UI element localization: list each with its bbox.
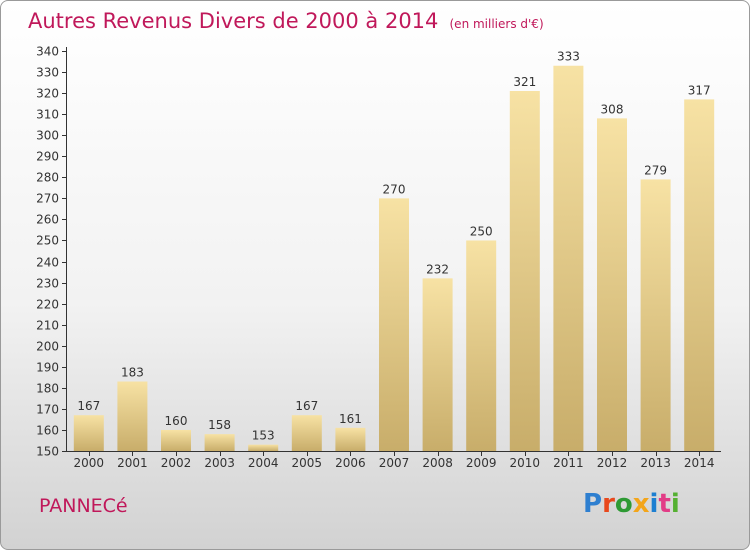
x-axis: 2000 2001 2002 2003 2004 2005 2006 2007 2008 2009… xyxy=(66,451,721,470)
bar-2000 xyxy=(73,415,104,451)
proxiti-logo[interactable]: Proxiti xyxy=(583,489,680,519)
y-tick-label: 240 xyxy=(36,256,59,270)
bar-2009 xyxy=(466,240,497,451)
y-tick-label: 320 xyxy=(36,87,59,101)
data-label: 167 xyxy=(295,399,318,413)
chart-subtitle: (en milliers d'€) xyxy=(449,17,544,31)
chart-title: Autres Revenus Divers de 2000 à 2014 xyxy=(28,9,439,33)
y-tick-label: 310 xyxy=(36,108,59,122)
y-tick-label: 170 xyxy=(36,403,59,417)
data-label: 158 xyxy=(208,418,231,432)
data-label: 232 xyxy=(426,262,449,276)
bar-2011 xyxy=(553,65,584,451)
bar-2012 xyxy=(597,118,627,452)
logo-letter: t xyxy=(658,489,671,519)
bar-2001 xyxy=(117,381,148,451)
y-tick-label: 200 xyxy=(36,340,59,354)
bar-2014 xyxy=(684,99,715,451)
x-tick-label: 2010 xyxy=(510,456,541,470)
data-labels: 167 183 160 158 153 167 161 270 232 250 321 333 308 2… xyxy=(77,50,710,443)
x-tick-label: 2003 xyxy=(204,456,235,470)
y-tick-label: 340 xyxy=(36,45,59,59)
x-tick-label: 2008 xyxy=(422,456,453,470)
bar-2010 xyxy=(509,91,540,451)
data-label: 308 xyxy=(601,102,624,116)
logo-letter: r xyxy=(602,489,615,519)
data-label: 167 xyxy=(77,399,100,413)
data-label: 161 xyxy=(339,412,362,426)
bar-2006 xyxy=(335,427,366,451)
y-tick-label: 220 xyxy=(36,298,59,312)
logo-letter: i xyxy=(649,489,659,519)
y-tick-label: 280 xyxy=(36,171,59,185)
bar-2002 xyxy=(161,429,191,451)
y-tick-label: 270 xyxy=(36,192,59,206)
data-label: 270 xyxy=(383,182,406,196)
y-tick-label: 160 xyxy=(36,424,59,438)
bar-2007 xyxy=(379,198,409,451)
logo-letter: o xyxy=(614,489,633,519)
data-label: 250 xyxy=(470,224,493,238)
y-tick-label: 230 xyxy=(36,277,59,291)
x-tick-label: 2011 xyxy=(553,456,584,470)
x-tick-label: 2012 xyxy=(597,456,628,470)
y-tick-label: 150 xyxy=(36,445,59,459)
logo-letter: P xyxy=(583,489,603,519)
logo-letter: i xyxy=(670,489,680,519)
y-tick-label: 300 xyxy=(36,129,59,143)
y-tick-label: 290 xyxy=(36,150,59,164)
x-tick-label: 2005 xyxy=(292,456,323,470)
x-tick-label: 2000 xyxy=(74,456,105,470)
bar-2005 xyxy=(291,415,322,451)
bars xyxy=(73,65,715,452)
logo-letter: x xyxy=(632,489,650,519)
bar-2013 xyxy=(640,179,671,451)
y-tick-label: 190 xyxy=(36,361,59,375)
y-tick-label: 260 xyxy=(36,213,59,227)
y-tick-label: 250 xyxy=(36,234,59,248)
chart-title-block: Autres Revenus Divers de 2000 à 2014 (en… xyxy=(28,9,544,33)
x-tick-label: 2006 xyxy=(335,456,366,470)
data-label: 321 xyxy=(513,75,536,89)
y-tick-label: 210 xyxy=(36,319,59,333)
data-label: 317 xyxy=(688,83,711,97)
bar-2004 xyxy=(248,444,279,451)
x-tick-label: 2014 xyxy=(684,456,715,470)
data-label: 160 xyxy=(165,414,188,428)
x-tick-label: 2007 xyxy=(379,456,410,470)
y-axis: 150 160 170 180 190 200 210 220 230 240 250 260 270 2… xyxy=(36,45,67,459)
x-tick-label: 2002 xyxy=(161,456,192,470)
x-tick-label: 2001 xyxy=(117,456,148,470)
data-label: 279 xyxy=(644,163,667,177)
x-tick-label: 2009 xyxy=(466,456,497,470)
data-label: 333 xyxy=(557,50,580,64)
data-label: 183 xyxy=(121,366,144,380)
commune-name: PANNECé xyxy=(39,495,128,517)
y-tick-label: 180 xyxy=(36,382,59,396)
x-tick-label: 2013 xyxy=(640,456,671,470)
bar-2008 xyxy=(422,278,453,451)
y-tick-label: 330 xyxy=(36,66,59,80)
data-label: 153 xyxy=(252,429,275,443)
x-tick-label: 2004 xyxy=(248,456,279,470)
bar-2003 xyxy=(204,434,235,451)
